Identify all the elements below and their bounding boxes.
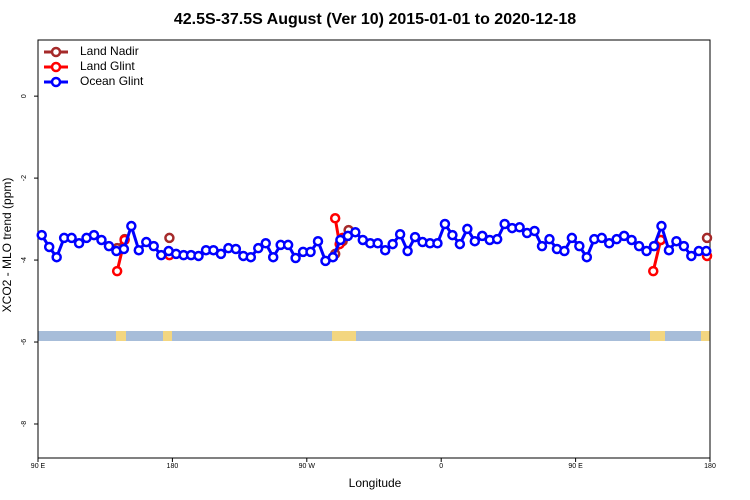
point	[648, 240, 660, 252]
point	[148, 240, 159, 252]
x-axis-label: Longitude	[349, 476, 402, 490]
chart-title: 42.5S-37.5S August (Ver 10) 2015-01-01 t…	[174, 11, 576, 28]
point	[36, 229, 47, 241]
point	[559, 245, 570, 257]
legend-label: Land Glint	[80, 59, 135, 73]
point	[536, 240, 548, 252]
point	[133, 244, 145, 256]
x-tick-label: 90 E	[31, 463, 46, 470]
point	[454, 238, 466, 250]
land-band	[650, 331, 665, 341]
point	[66, 232, 77, 244]
point	[491, 233, 503, 245]
point	[656, 220, 667, 232]
legend-label: Land Nadir	[80, 44, 139, 58]
point	[103, 240, 115, 252]
point	[701, 245, 712, 257]
point	[350, 226, 361, 238]
point	[544, 233, 555, 245]
point	[633, 240, 645, 252]
legend-marker	[50, 76, 62, 88]
point	[678, 240, 690, 252]
surface-mask	[38, 331, 710, 341]
y-axis-label: XCO2 - MLO trend (ppm)	[0, 178, 14, 313]
point	[282, 239, 294, 251]
point	[290, 252, 301, 264]
x-tick-label: 0	[439, 463, 443, 470]
point	[372, 238, 383, 249]
y-tick-label: 0	[21, 94, 28, 98]
point	[111, 265, 123, 277]
point	[402, 245, 413, 257]
point	[327, 251, 339, 263]
ocean-band	[38, 331, 710, 341]
point	[574, 240, 585, 252]
point	[447, 229, 458, 241]
point	[118, 243, 130, 255]
y-tick-label: -6	[21, 339, 28, 345]
point	[394, 228, 406, 240]
point	[387, 238, 398, 250]
x-tick-label: 90 E	[568, 463, 583, 470]
point	[245, 251, 257, 263]
point	[462, 223, 473, 235]
point	[566, 232, 578, 244]
point	[215, 248, 227, 260]
y-tick-label: -2	[21, 175, 28, 181]
point	[514, 222, 525, 233]
point	[641, 245, 652, 257]
point	[73, 238, 85, 249]
point	[141, 236, 152, 248]
point	[626, 234, 637, 246]
point	[596, 232, 607, 244]
point	[164, 232, 175, 244]
point	[581, 251, 593, 263]
legend-marker	[50, 46, 62, 58]
point	[193, 250, 204, 262]
land-band	[116, 331, 126, 341]
point	[477, 230, 488, 242]
point	[529, 225, 540, 237]
y-tick-label: -8	[21, 421, 28, 427]
legend-label: Ocean Glint	[80, 74, 144, 88]
point	[329, 213, 341, 224]
point	[43, 241, 55, 253]
x-tick-label: 180	[704, 463, 716, 470]
point	[603, 238, 615, 249]
point	[126, 220, 137, 232]
point	[96, 234, 107, 246]
point	[432, 238, 443, 249]
point	[648, 265, 659, 277]
point	[439, 218, 451, 230]
point	[155, 249, 167, 261]
point	[469, 235, 481, 247]
legend-marker	[50, 61, 62, 73]
point	[267, 251, 279, 263]
x-tick-label: 90 W	[299, 463, 316, 470]
y-tick-label: -4	[21, 257, 28, 263]
x-tick-label: 180	[167, 463, 179, 470]
land-band	[701, 331, 710, 341]
point	[379, 244, 391, 256]
point	[51, 251, 62, 263]
land-band	[332, 331, 356, 341]
land-band	[163, 331, 172, 341]
point	[701, 232, 713, 244]
point	[253, 242, 264, 254]
point	[230, 243, 242, 255]
point	[335, 234, 346, 246]
point	[305, 246, 316, 258]
point	[671, 235, 682, 247]
point	[312, 235, 324, 247]
point	[618, 230, 630, 242]
point	[663, 244, 675, 256]
point	[686, 250, 697, 262]
point	[409, 231, 421, 243]
point	[88, 229, 100, 241]
point	[499, 218, 510, 230]
point	[260, 238, 271, 249]
